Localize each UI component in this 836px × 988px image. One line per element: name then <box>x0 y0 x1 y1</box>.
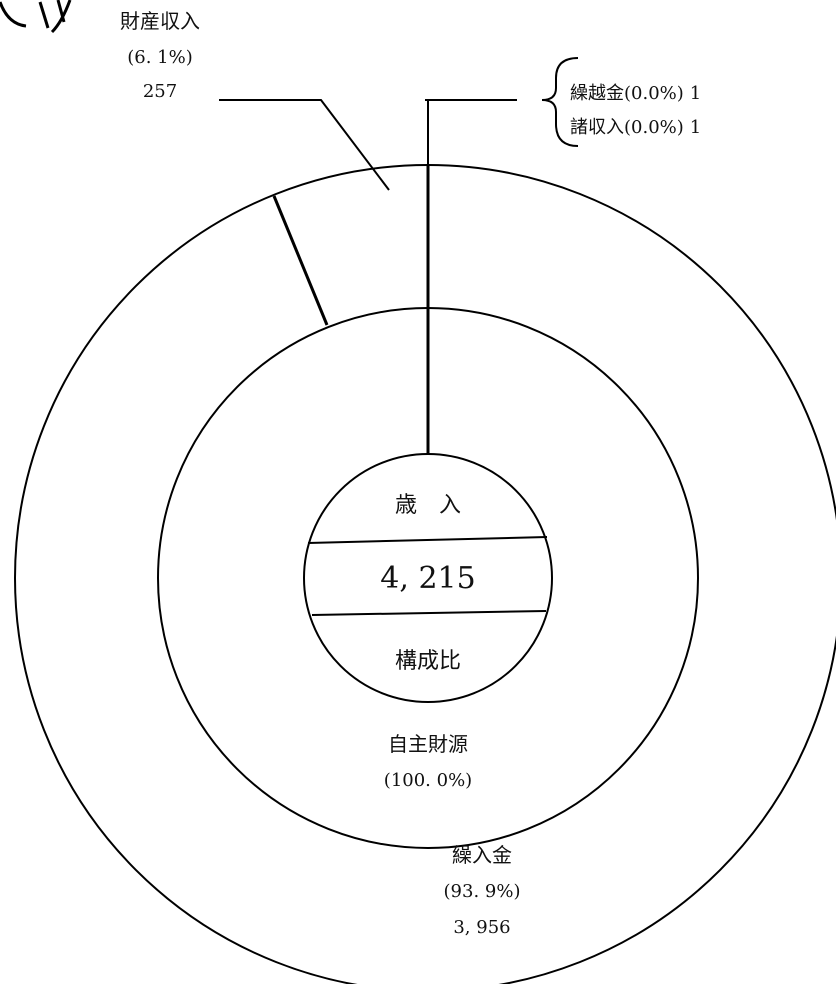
outer-label-kurikoshi: 繰越金(0.0%) 1 <box>570 83 701 104</box>
inner-percent-jishu: (100. 0%) <box>384 770 472 791</box>
inner-label-jishu: 自主財源 <box>388 732 468 756</box>
outer-value-kurire: 3, 956 <box>453 917 510 938</box>
total-caption: 構成比 <box>395 649 461 674</box>
leader-line-zaisan <box>219 99 390 191</box>
outer-percent-zaisan: (6. 1%) <box>127 47 193 68</box>
center-chord-bottom <box>311 610 547 616</box>
total-value: 4, 215 <box>380 561 475 596</box>
outer-value-zaisan: 257 <box>143 81 177 102</box>
outer-label-kurire: 繰入金 <box>452 843 512 867</box>
outer-label-zaisan: 財産収入 <box>120 9 200 33</box>
slice-divider-zaisan <box>272 195 329 326</box>
label-brace <box>541 57 579 147</box>
center-chord-top <box>307 536 548 544</box>
outer-label-shoshunyu: 諸収入(0.0%) 1 <box>570 117 701 138</box>
clipped-header-glyph <box>0 0 72 34</box>
outer-percent-kurire: (93. 9%) <box>444 881 521 902</box>
total-heading: 歳 入 <box>395 493 461 518</box>
